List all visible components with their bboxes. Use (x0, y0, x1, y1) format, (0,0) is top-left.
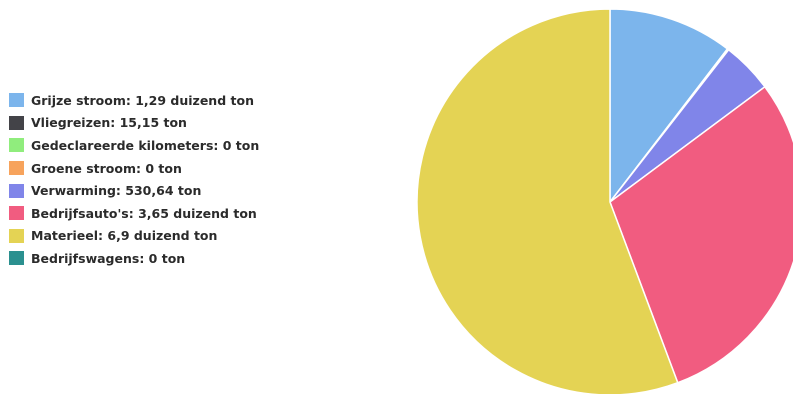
pie-slice-5[interactable] (609, 86, 793, 384)
legend-swatch (9, 228, 24, 243)
legend-swatch (9, 115, 24, 130)
pie-slice-0[interactable] (609, 8, 729, 203)
legend-swatch (9, 138, 24, 153)
chart-legend: Grijze stroom: 1,29 duizend ton Vliegreiz… (9, 89, 259, 270)
legend-label: Grijze stroom: 1,29 duizend ton (31, 92, 254, 108)
legend-label: Groene stroom: 0 ton (31, 160, 182, 176)
legend-swatch (9, 206, 24, 221)
legend-swatch (9, 93, 24, 108)
legend-item[interactable]: Bedrijfsauto's: 3,65 duizend ton (9, 202, 259, 225)
legend-label: Bedrijfsauto's: 3,65 duizend ton (31, 205, 257, 221)
legend-label: Bedrijfswagens: 0 ton (31, 250, 186, 266)
legend-swatch (9, 183, 24, 198)
legend-label: Materieel: 6,9 duizend ton (31, 228, 218, 244)
legend-label: Vliegreizen: 15,15 ton (31, 115, 187, 131)
legend-item[interactable]: Groene stroom: 0 ton (9, 157, 259, 180)
legend-swatch (9, 251, 24, 266)
legend-swatch (9, 161, 24, 176)
legend-label: Verwarming: 530,64 ton (31, 183, 202, 199)
legend-item[interactable]: Grijze stroom: 1,29 duizend ton (9, 89, 259, 112)
pie-slice-6[interactable] (416, 8, 679, 394)
legend-label: Gedeclareerde kilometers: 0 ton (31, 137, 260, 153)
legend-item[interactable]: Vliegreizen: 15,15 ton (9, 112, 259, 135)
legend-item[interactable]: Verwarming: 530,64 ton (9, 179, 259, 202)
legend-item[interactable]: Gedeclareerde kilometers: 0 ton (9, 134, 259, 157)
legend-item[interactable]: Bedrijfswagens: 0 ton (9, 247, 259, 270)
legend-item[interactable]: Materieel: 6,9 duizend ton (9, 225, 259, 248)
